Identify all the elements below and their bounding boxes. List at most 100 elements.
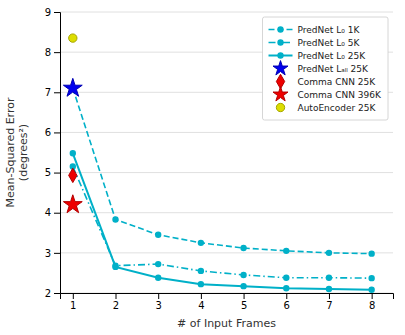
tick: 6 xyxy=(284,293,290,311)
legend: PredNet L₀ 1K PredNet L₀ 5K PredNet L₀ 25K… xyxy=(263,17,388,120)
tick-label: 7 xyxy=(45,87,51,98)
legend-swatch-marker xyxy=(276,103,284,111)
point xyxy=(326,286,332,292)
tick: 5 xyxy=(241,293,247,311)
line xyxy=(73,167,372,279)
tick-label: 8 xyxy=(369,300,375,311)
plot-area: 1234567823456789PredNet L₀ 1KPredNet L₀ … xyxy=(45,7,394,311)
tick-label: 7 xyxy=(326,300,332,311)
tick-mark xyxy=(329,293,330,299)
tick-label: 6 xyxy=(45,127,51,138)
tick-mark xyxy=(201,293,202,299)
legend-swatch-marker xyxy=(273,61,288,75)
y-axis-title-line: Mean-Squared Error xyxy=(4,97,17,207)
tick-mark xyxy=(244,293,245,299)
y-axis-title-line: (degrees²) xyxy=(17,124,30,181)
point xyxy=(63,195,82,213)
tick-mark xyxy=(54,213,60,214)
tick-mark xyxy=(54,12,60,13)
tick-label: 8 xyxy=(45,47,51,58)
tick-mark xyxy=(372,293,373,299)
tick: 5 xyxy=(45,167,60,178)
tick-label: 6 xyxy=(284,300,290,311)
legend-item: PredNet L₀ 5K xyxy=(269,38,361,48)
point xyxy=(198,281,204,287)
x-axis-title: # of Input Frames xyxy=(177,317,276,330)
tick-mark xyxy=(54,92,60,93)
point xyxy=(240,283,246,289)
grid-line xyxy=(60,212,393,213)
tick: 4 xyxy=(198,293,204,311)
tick-label: 4 xyxy=(45,207,51,218)
tick-mark xyxy=(54,132,60,133)
legend-box xyxy=(263,17,388,120)
point xyxy=(63,78,82,96)
tick: 8 xyxy=(369,293,375,311)
legend-label: PredNet Lₐₗₗ 25K xyxy=(298,64,370,74)
point xyxy=(326,275,332,281)
tick-label: 9 xyxy=(45,7,51,18)
tick-mark xyxy=(54,253,60,254)
y-axis: 2 3 4 5 6 7 8 9 xyxy=(45,7,61,299)
x-axis: 12345678 xyxy=(61,293,394,311)
legend-label: Comma CNN 25K xyxy=(298,77,377,87)
point xyxy=(198,268,204,274)
legend-swatch-marker xyxy=(273,87,288,101)
point xyxy=(69,34,77,42)
tick-label: 3 xyxy=(45,248,51,259)
tick: 7 xyxy=(326,293,332,311)
point xyxy=(240,245,246,251)
tick-mark xyxy=(54,173,60,174)
point xyxy=(70,150,76,156)
legend-label: PredNet L₀ 5K xyxy=(298,38,361,48)
legend-swatch-marker xyxy=(277,52,283,58)
chart: 1234567823456789PredNet L₀ 1KPredNet L₀ … xyxy=(0,0,405,335)
series xyxy=(69,168,77,182)
legend-item: PredNet L₀ 25K xyxy=(269,51,367,61)
point xyxy=(326,250,332,256)
grid-line xyxy=(60,12,393,13)
legend-swatch-marker xyxy=(277,26,283,32)
point xyxy=(240,272,246,278)
point xyxy=(112,264,118,270)
legend-item: Comma CNN 25K xyxy=(276,74,376,88)
legend-item: AutoEncoder 25K xyxy=(276,103,376,113)
tick: 3 xyxy=(45,248,60,259)
tick-label: 3 xyxy=(156,300,162,311)
point xyxy=(198,240,204,246)
tick: 2 xyxy=(45,288,60,299)
grid-line xyxy=(60,132,393,133)
legend-item: PredNet Lₐₗₗ 25K xyxy=(273,61,369,75)
legend-label: PredNet L₀ 1K xyxy=(298,25,361,35)
tick-mark xyxy=(73,293,74,299)
legend-item: PredNet L₀ 1K xyxy=(269,25,361,35)
point xyxy=(283,248,289,254)
tick: 7 xyxy=(45,87,60,98)
axis-line xyxy=(61,294,394,300)
tick-mark xyxy=(286,293,287,299)
grid-line xyxy=(60,172,393,173)
legend-swatch-marker xyxy=(277,39,283,45)
point xyxy=(368,275,374,281)
axis-line xyxy=(54,13,61,294)
point xyxy=(155,232,161,238)
series xyxy=(70,163,375,281)
tick-mark xyxy=(116,293,117,299)
point xyxy=(155,261,161,267)
legend-label: PredNet L₀ 25K xyxy=(298,51,367,61)
legend-label: AutoEncoder 25K xyxy=(298,103,377,113)
tick: 4 xyxy=(45,207,60,218)
tick-mark xyxy=(54,293,60,294)
series xyxy=(69,34,77,42)
legend-item: Comma CNN 396K xyxy=(273,87,382,101)
tick: 8 xyxy=(45,47,60,58)
line xyxy=(73,153,372,289)
y-axis-title-group: Mean-Squared Error(degrees²) xyxy=(4,97,30,207)
tick-mark xyxy=(158,293,159,299)
tick: 3 xyxy=(156,293,162,311)
grid xyxy=(60,12,393,293)
point xyxy=(283,275,289,281)
y-axis-title: Mean-Squared Error(degrees²) xyxy=(4,97,30,207)
series xyxy=(70,150,375,293)
legend-items: PredNet L₀ 1K PredNet L₀ 5K PredNet L₀ 25K… xyxy=(269,25,382,113)
